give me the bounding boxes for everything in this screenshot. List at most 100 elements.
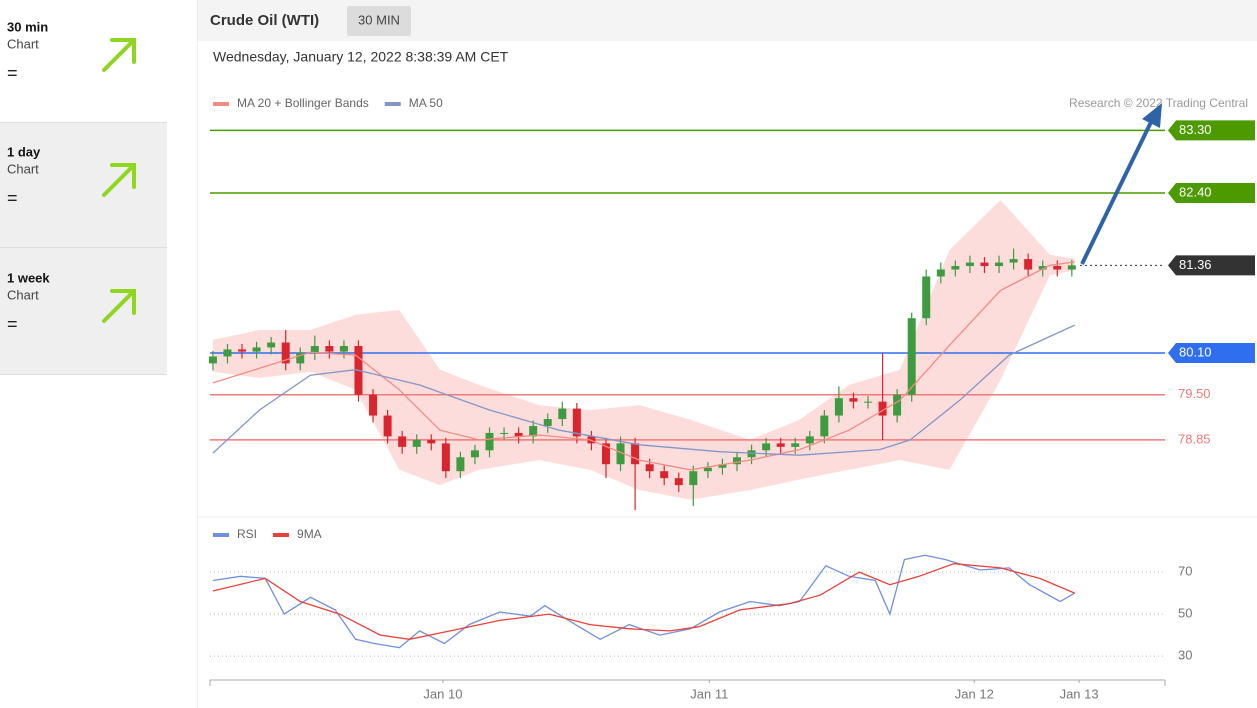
candle-body [412,439,421,447]
candle-body [631,443,640,465]
candle-body [223,349,232,357]
sidebar-item[interactable] [0,248,167,374]
legend-label: 9MA [297,527,322,541]
level-label: 83.30 [1179,122,1212,137]
candle-body [936,269,945,277]
legend-label: RSI [237,527,257,541]
sidebar-item[interactable] [0,123,167,247]
candle-body [470,450,479,458]
series-line [212,563,1075,640]
candle-body [1038,266,1047,270]
y-tick-label: 50 [1178,606,1192,621]
candle-body [820,415,829,437]
timestamp: Wednesday, January 12, 2022 8:38:39 AM C… [213,49,509,65]
candle-body [267,342,276,348]
candle-body [601,443,610,465]
candle-body [252,347,261,352]
candle-body [441,443,450,472]
level-tag [1168,183,1255,204]
candle-body [703,467,712,472]
candle-body [893,394,902,416]
candle-body [965,262,974,267]
x-tick-label: Jan 12 [955,686,994,701]
signal: = [7,188,18,208]
y-tick-label: 30 [1178,648,1192,663]
x-tick-label: Jan 11 [690,686,728,701]
target-arrow [1080,103,1162,265]
candle-body [951,266,960,270]
level-label: 81.36 [1179,257,1212,272]
instrument: Crude Oil (WTI) [210,12,319,29]
credit: Research © 2022 Trading Central [1069,96,1248,110]
candle-body [805,436,814,444]
level-tag [1168,120,1255,141]
candle-body [616,443,625,465]
up-arrow-icon [102,38,136,323]
candle-body [1009,259,1018,263]
level-label: 80.10 [1179,344,1212,359]
candle-body [572,408,581,437]
period-label: Chart [7,287,39,302]
candle-body [674,478,683,486]
overlay-line [212,324,1075,456]
candle-body [849,398,858,402]
level-label: 82.40 [1179,184,1212,199]
candle-body [732,457,742,465]
candle-body [1053,266,1062,270]
interval-badge[interactable] [347,6,411,36]
candle-body [238,349,247,352]
candle-body [398,436,407,447]
signal: = [7,314,18,334]
candle-body [208,356,217,364]
level-tag [1168,342,1255,363]
candle-body [689,471,698,486]
level-tag [1168,255,1255,276]
series-line [212,554,1076,649]
candle-body [1067,265,1076,270]
legend-label: MA 50 [409,96,443,110]
candle-body [834,398,843,416]
candle-body [922,276,931,319]
period: 1 week [7,270,50,285]
candle-body [529,425,538,437]
period-label: Chart [7,161,39,176]
candle-body [791,443,800,447]
candle-body [543,419,552,426]
candle-body [427,439,436,444]
level-label: 78.85 [1178,431,1211,446]
candle-body [776,443,785,447]
candle-body [907,318,916,395]
candle-body [281,342,290,364]
candle-body [383,415,392,437]
candle-body [310,346,319,353]
candle-body [558,408,567,420]
candle-body [660,471,669,479]
overlay-line [212,261,1075,471]
candle-body [339,346,348,352]
period-label: Chart [7,36,39,51]
candle-body [500,432,509,434]
y-tick-label: 70 [1178,563,1192,578]
interval: 30 MIN [358,12,400,27]
candle-body [718,464,727,468]
legend-label: MA 20 + Bollinger Bands [237,96,369,110]
candle-body [369,394,378,416]
candle-body [762,443,771,451]
candle-body [1024,259,1033,270]
candle-body [980,262,989,267]
candle-body [296,352,305,364]
x-tick-label: Jan 13 [1060,686,1099,701]
candle-body [878,401,887,416]
candle-body [747,450,756,458]
candle-body [864,401,873,403]
period: 1 day [7,144,41,159]
x-tick-label: Jan 10 [423,686,462,701]
signal: = [7,63,18,83]
candle-body [514,432,523,437]
candle-body [325,346,334,352]
period: 30 min [7,19,48,34]
candle-body [456,457,465,472]
candle-body [995,262,1004,267]
sidebar-item[interactable] [0,0,167,122]
